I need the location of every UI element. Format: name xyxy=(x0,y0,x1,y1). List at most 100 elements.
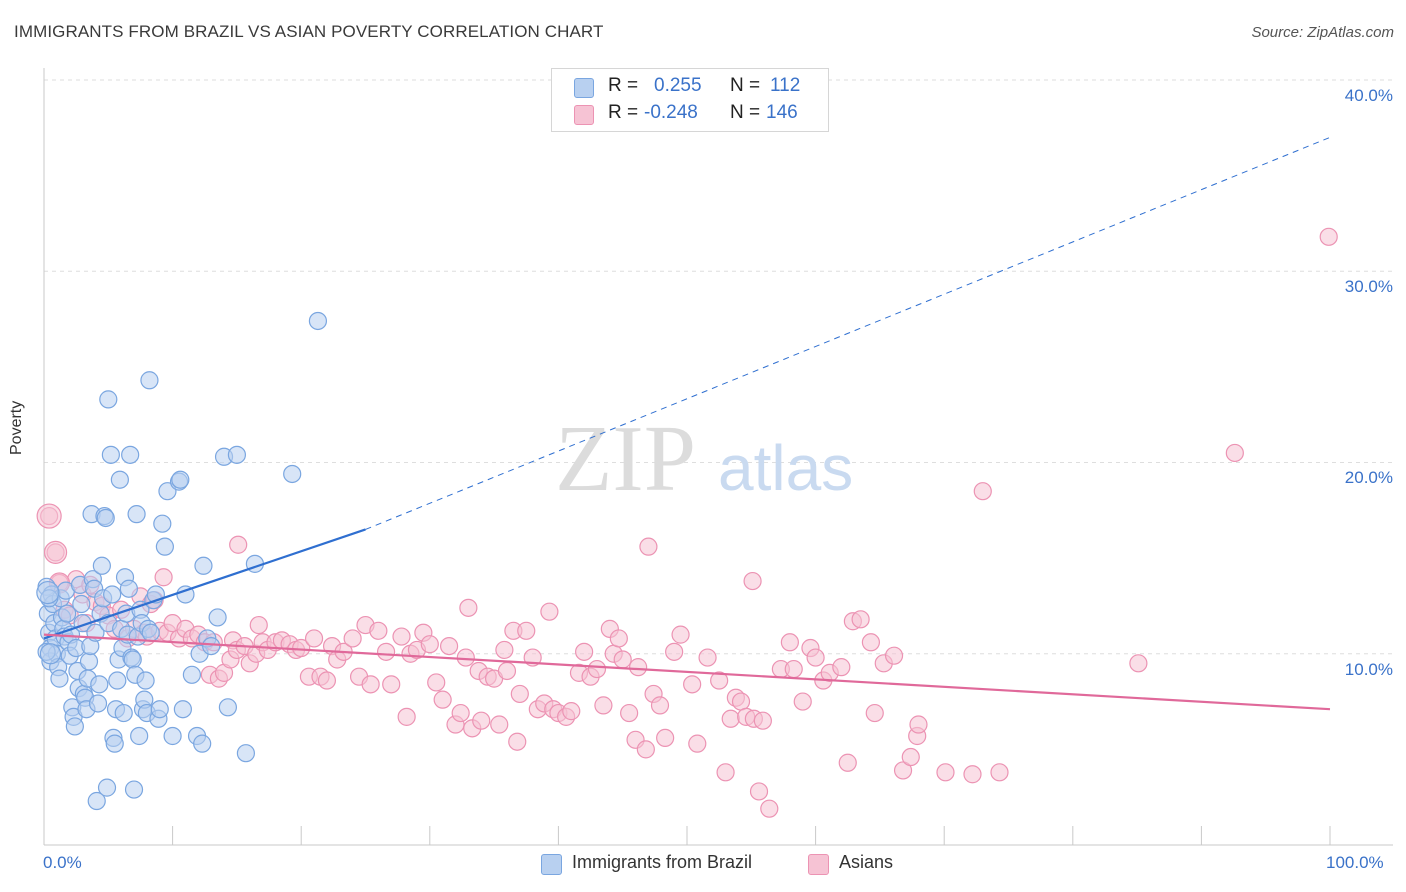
legend-label-asians: Asians xyxy=(839,852,894,872)
asians-point xyxy=(861,633,880,652)
asians-point xyxy=(420,635,439,654)
brazil-point xyxy=(103,585,122,604)
y-tick-label-40: 40.0% xyxy=(1344,86,1393,105)
legend-r-value: -0.248 xyxy=(644,102,698,123)
legend-n-value: 112 xyxy=(770,75,801,96)
y-tick-label-20: 20.0% xyxy=(1344,468,1393,487)
asians-point xyxy=(683,675,702,694)
brazil-trend-extension xyxy=(365,136,1331,530)
y-axis-title: Poverty xyxy=(8,400,25,455)
asians-point xyxy=(376,642,396,661)
asians-point xyxy=(229,535,248,554)
brazil-point xyxy=(105,734,124,753)
legend-swatch-brazil xyxy=(541,854,562,875)
brazil-point-large xyxy=(39,643,62,665)
asians-point xyxy=(784,659,803,679)
brazil-point xyxy=(308,311,328,331)
asians-point xyxy=(909,715,928,734)
brazil-point xyxy=(193,734,212,753)
brazil-point xyxy=(208,608,227,627)
asians-point xyxy=(361,675,380,694)
asians-point xyxy=(459,598,478,617)
legend-label-brazil: Immigrants from Brazil xyxy=(572,852,753,872)
asians-point xyxy=(710,671,729,690)
correlation-legend: R = 0.255 N = 112 R = -0.248 N = 146 xyxy=(551,68,829,132)
brazil-point xyxy=(218,698,237,717)
asians-point xyxy=(973,482,992,501)
watermark-zip: ZIP xyxy=(555,407,696,511)
asians-point xyxy=(793,692,812,711)
brazil-point xyxy=(136,671,155,690)
brazil-point xyxy=(127,505,146,524)
asians-point xyxy=(594,696,613,715)
brazil-point xyxy=(123,650,142,669)
asians-point xyxy=(629,658,648,677)
brazil-point xyxy=(141,623,160,642)
asians-point xyxy=(562,702,581,721)
asians-point xyxy=(838,753,857,772)
brazil-point xyxy=(194,556,213,575)
asians-point xyxy=(540,602,559,621)
brazil-point xyxy=(79,652,99,671)
asians-point xyxy=(510,684,529,704)
asians-point xyxy=(698,648,717,667)
brazil-point xyxy=(121,445,140,464)
brazil-trend-line xyxy=(43,528,366,640)
chart-title: IMMIGRANTS FROM BRAZIL VS ASIAN POVERTY … xyxy=(14,22,604,41)
asians-point xyxy=(613,650,632,669)
brazil-point xyxy=(99,390,118,409)
brazil-point xyxy=(202,636,221,656)
brazil-point xyxy=(108,671,127,690)
legend-swatch-asians xyxy=(574,105,594,125)
asians-point xyxy=(508,732,527,751)
brazil-point xyxy=(163,726,182,746)
asians-point xyxy=(688,734,707,753)
asians-point xyxy=(587,659,607,679)
asians-point xyxy=(575,642,594,661)
asians-point xyxy=(1319,227,1338,246)
brazil-point xyxy=(72,594,91,614)
asians-point xyxy=(343,629,362,648)
asians-point xyxy=(893,761,913,780)
legend-r-value: 0.255 xyxy=(654,75,702,96)
asians-point xyxy=(884,646,904,665)
asians-trend-line xyxy=(43,633,1331,711)
brazil-point xyxy=(114,703,133,723)
legend-swatch-asians xyxy=(808,854,829,875)
asians-point xyxy=(780,633,799,652)
brazil-point xyxy=(110,470,129,489)
brazil-point xyxy=(150,700,169,719)
asians-point xyxy=(743,571,762,591)
asians-point xyxy=(731,692,751,711)
asians-point xyxy=(901,747,920,767)
brazil-point xyxy=(171,470,190,489)
asians-point xyxy=(851,610,870,629)
brazil-point xyxy=(227,445,246,464)
gridlines xyxy=(44,79,1393,655)
asians-point xyxy=(490,715,509,734)
asians-point xyxy=(369,621,388,640)
asians-point xyxy=(749,782,769,801)
asians-point xyxy=(832,658,851,677)
asians-point-large xyxy=(43,540,68,564)
asians-point xyxy=(472,711,491,730)
asians-point-large xyxy=(36,503,62,529)
asians-point xyxy=(620,703,639,723)
source-label: Source: ZipAtlas.com xyxy=(1251,24,1394,41)
asians-point xyxy=(1225,443,1244,463)
asians-point xyxy=(495,640,514,660)
asians-point xyxy=(721,709,740,728)
asians-point xyxy=(517,621,536,640)
asians-point xyxy=(806,648,825,667)
watermark-atlas: atlas xyxy=(718,432,853,504)
asians-point xyxy=(665,642,684,661)
x-tick-label-min: 0.0% xyxy=(43,853,82,872)
brazil-point xyxy=(88,694,108,713)
legend-n-label: N = xyxy=(730,102,761,123)
asians-point xyxy=(439,636,459,656)
brazil-point xyxy=(140,371,159,390)
asians-point xyxy=(650,696,670,715)
asians-point xyxy=(609,629,628,648)
brazil-point xyxy=(101,445,120,464)
